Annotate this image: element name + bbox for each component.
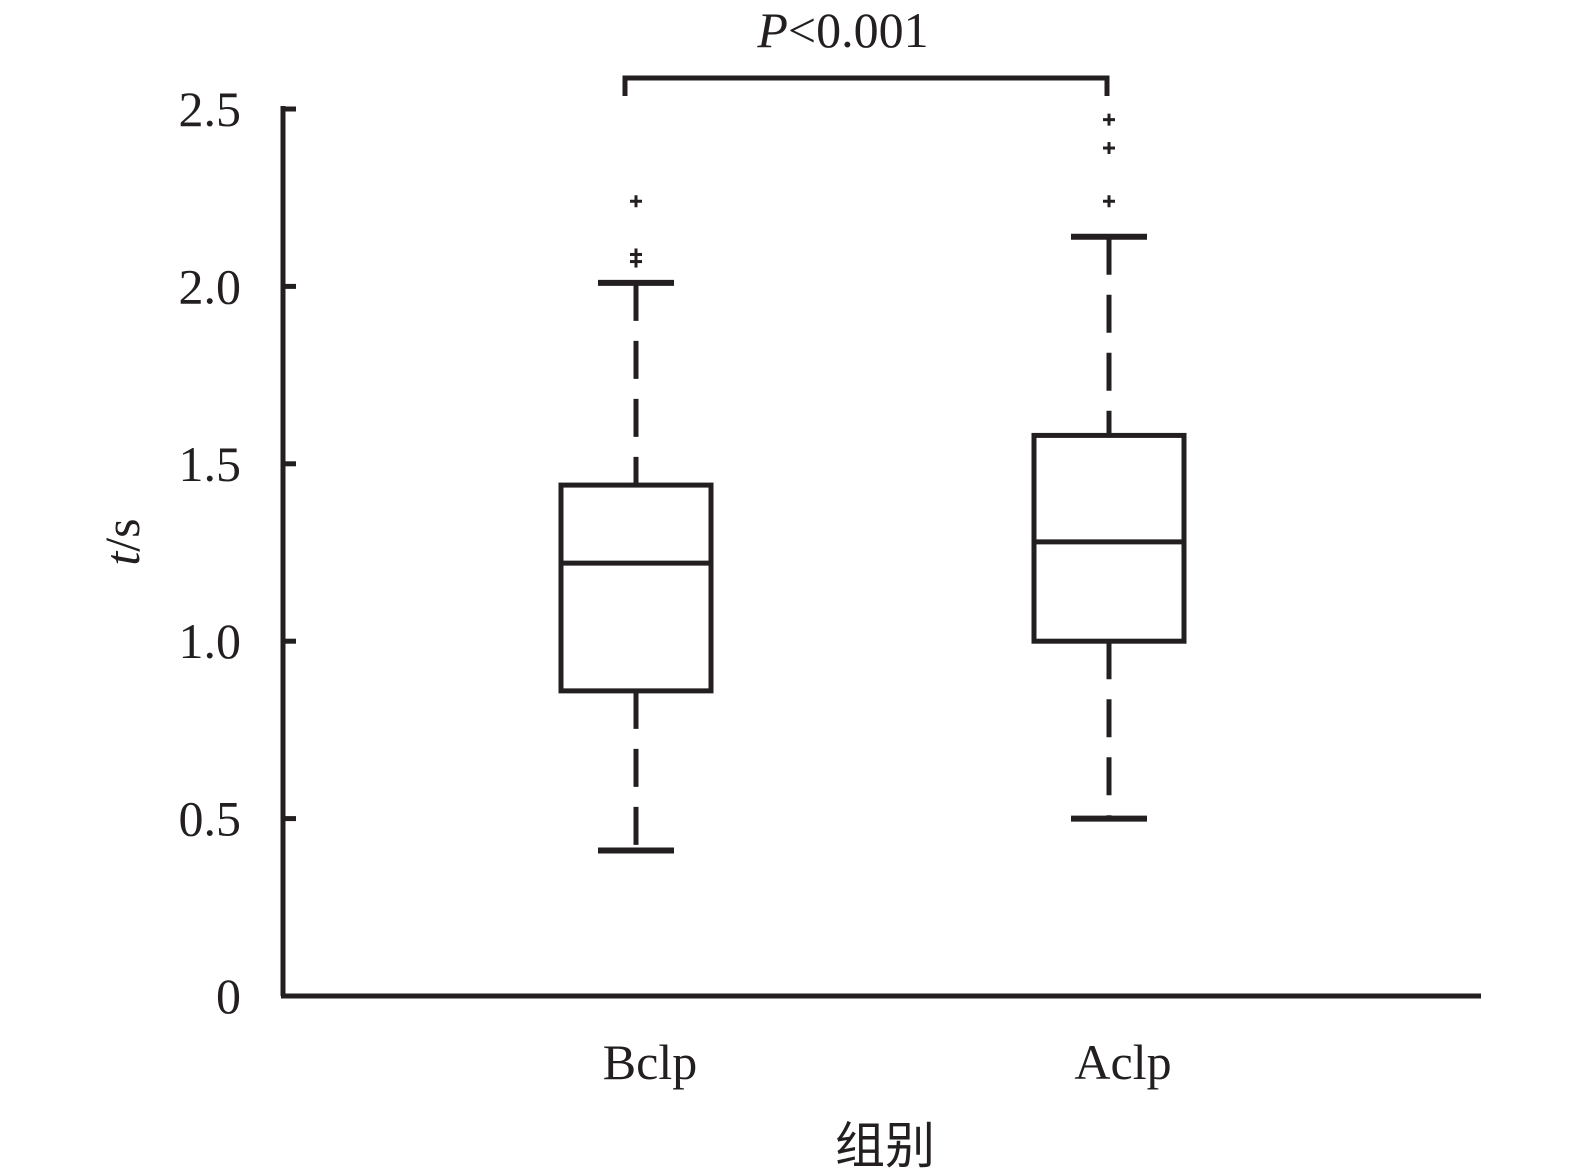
outlier-point <box>630 195 642 208</box>
y-tick-label: 0 <box>216 968 241 1024</box>
significance-p-value: <0.001 <box>788 2 929 58</box>
significance-bracket: P<0.001 <box>622 2 1110 96</box>
y-tick-label: 1.0 <box>179 613 242 669</box>
y-axis-title-italic: t <box>94 551 150 566</box>
y-axis-title-unit: /s <box>94 518 150 551</box>
y-tick-label: 1.5 <box>179 436 242 492</box>
outlier-point <box>1103 142 1115 155</box>
category-label-aclp: Aclp <box>1074 1034 1171 1090</box>
y-ticks: 0 0.5 1.0 1.5 2.0 2.5 <box>179 81 296 1024</box>
boxes <box>558 113 1187 854</box>
axes <box>280 106 1481 999</box>
category-labels: Bclp Aclp <box>603 1034 1172 1090</box>
outlier-point <box>630 248 642 261</box>
category-label-bclp: Bclp <box>603 1034 697 1090</box>
y-tick-label: 0.5 <box>179 791 242 847</box>
significance-p-italic: P <box>756 2 788 58</box>
box-bclp <box>558 195 714 854</box>
box-iqr <box>558 482 714 694</box>
x-axis-title: 组别 <box>835 1118 935 1169</box>
y-tick-label: 2.0 <box>179 258 242 314</box>
y-tick-label: 2.5 <box>179 81 242 137</box>
significance-label: P<0.001 <box>756 2 928 58</box>
y-axis-title: t/s <box>94 518 150 565</box>
box-aclp <box>1031 113 1187 822</box>
box-iqr <box>1031 432 1187 644</box>
outlier-point <box>1103 195 1115 208</box>
outlier-point <box>1103 113 1115 126</box>
significance-bracket-line <box>622 75 1110 96</box>
